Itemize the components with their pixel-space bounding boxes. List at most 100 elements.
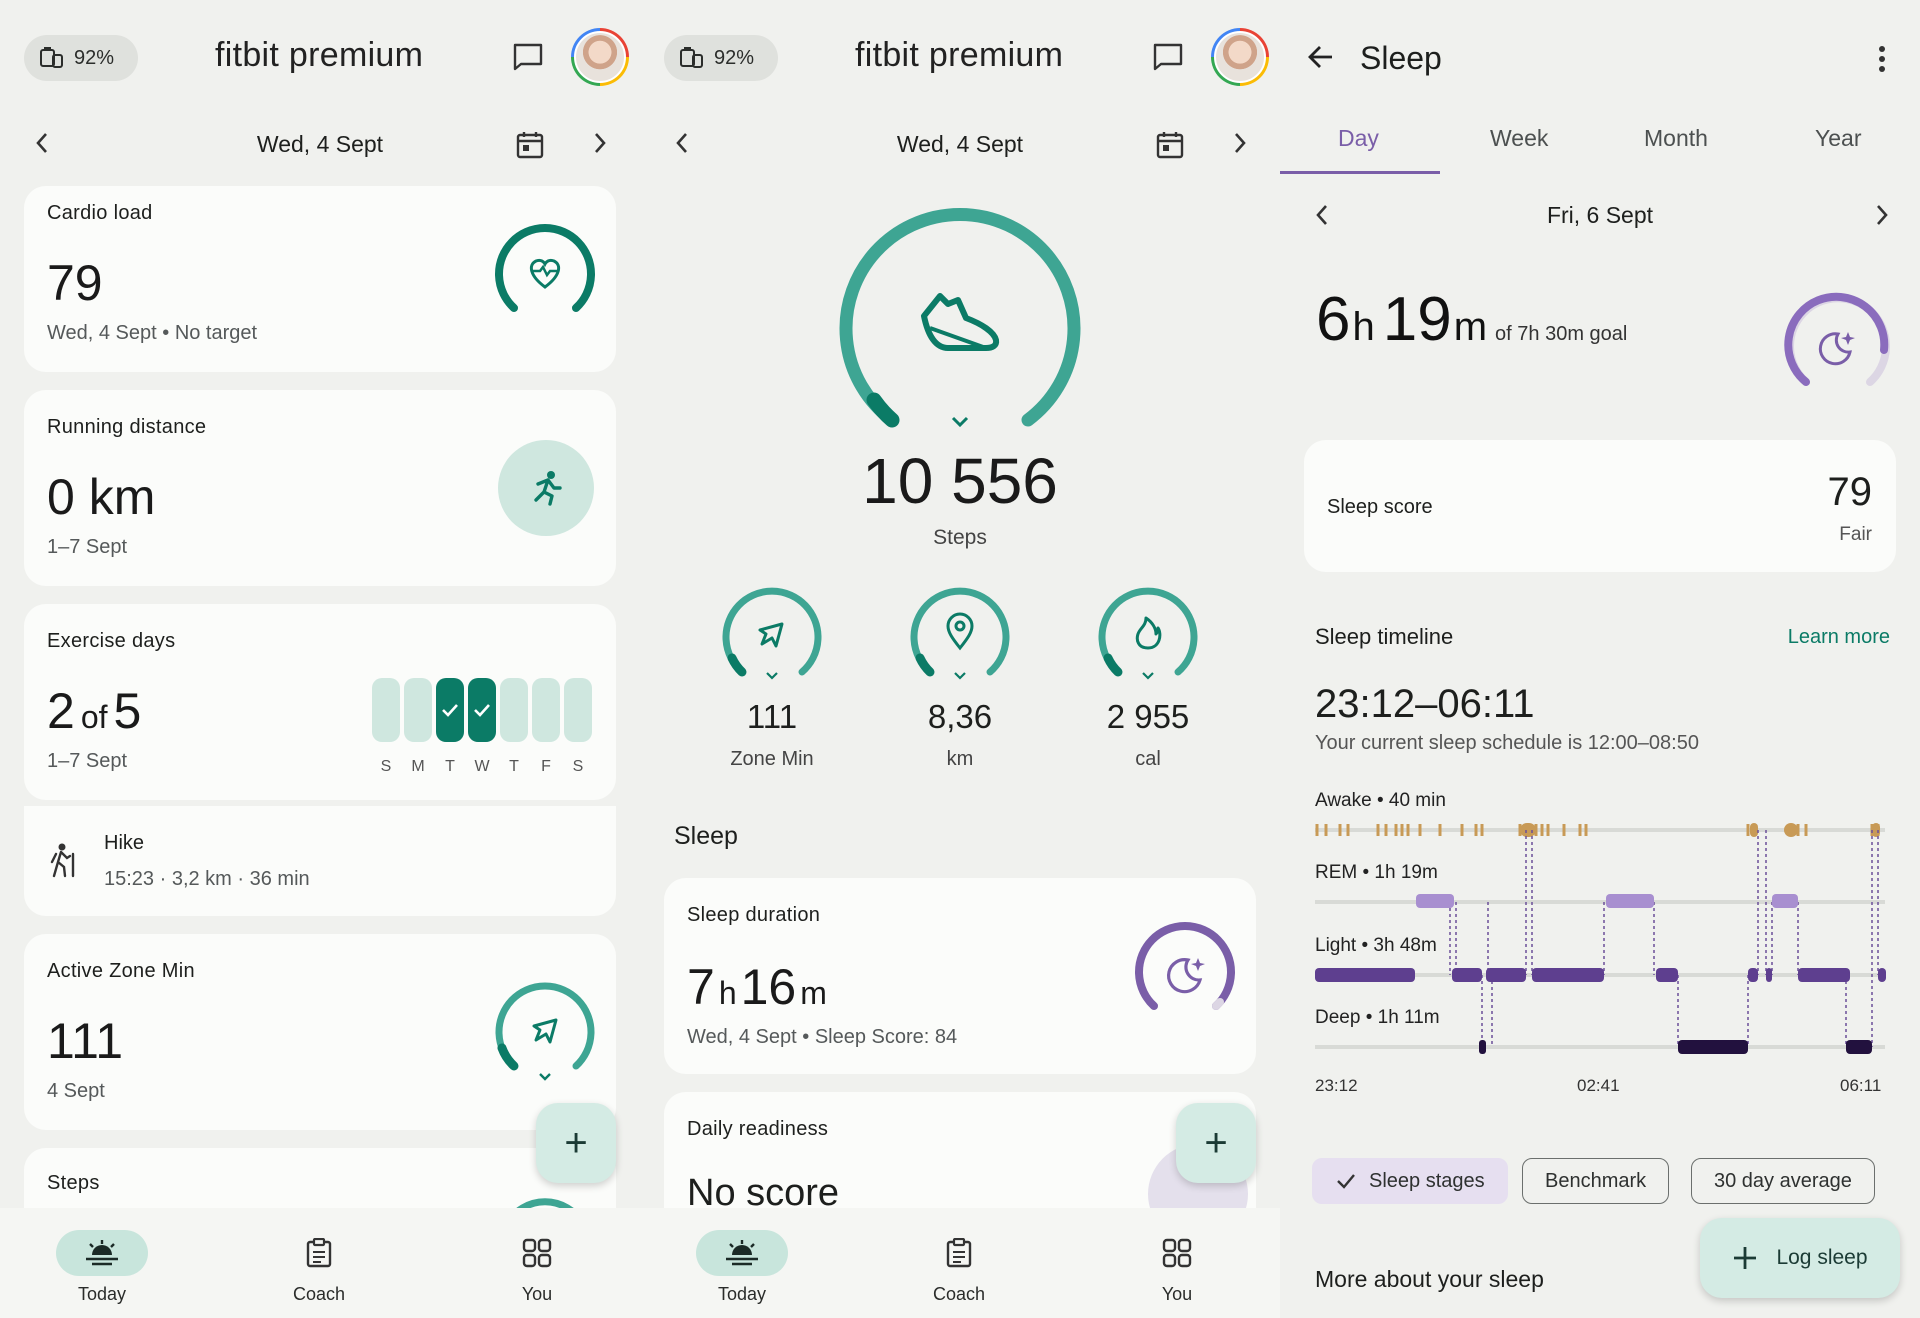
chevron-right-icon[interactable] <box>588 128 612 158</box>
card-title: Running distance <box>47 416 207 438</box>
nav-coach[interactable]: Coach <box>899 1230 1019 1305</box>
steps-value: 10 556 <box>862 445 1058 517</box>
running-distance-card[interactable]: Running distance 0 km 1–7 Sept <box>24 390 616 586</box>
chevron-right-icon[interactable] <box>1228 128 1252 158</box>
cardio-value: 79 <box>47 255 103 311</box>
chat-icon[interactable] <box>512 42 544 72</box>
tab-week[interactable]: Week <box>1490 125 1549 151</box>
runner-badge <box>498 440 594 536</box>
hike-title: Hike <box>104 832 145 854</box>
chevron-left-icon[interactable] <box>670 128 694 158</box>
minutes: 16 <box>740 959 797 1015</box>
zone-arrow-icon <box>758 622 784 648</box>
exercise-target: 5 <box>113 683 142 739</box>
sleep-header: Sleep <box>1280 0 1920 115</box>
date-navigator: Wed, 4 Sept <box>640 118 1280 172</box>
goal-text: of 7h 30m goal <box>1495 323 1628 345</box>
add-button[interactable]: + <box>536 1103 616 1183</box>
card-title: Steps <box>47 1172 100 1194</box>
sleep-duration-card[interactable]: Sleep duration 7 h16 m Wed, 4 Sept • Sleep… <box>664 878 1256 1074</box>
grid-icon <box>1162 1238 1192 1268</box>
tab-month[interactable]: Month <box>1644 125 1708 151</box>
more-vert-icon[interactable] <box>1876 44 1888 74</box>
sleep-duration-value: 7 h16 m <box>687 958 827 1016</box>
calendar-icon[interactable] <box>1155 130 1185 160</box>
metric-value: 111 <box>746 698 798 735</box>
battery-chip[interactable]: 92% <box>664 35 778 81</box>
day-letter: S <box>572 758 584 775</box>
score-value: 79 <box>1827 470 1873 514</box>
timeline-end-time: 06:11 <box>1840 1076 1882 1095</box>
chat-icon[interactable] <box>1152 42 1184 72</box>
card-title: Cardio load <box>47 202 153 224</box>
day-letter: W <box>474 758 490 775</box>
grid-icon <box>522 1238 552 1268</box>
stage-label-awake: Awake • 40 min <box>1315 790 1446 811</box>
calendar-icon[interactable] <box>515 130 545 160</box>
sleep-timeline-chart <box>1315 823 1886 1054</box>
readiness-value: No score <box>687 1172 840 1214</box>
hike-card[interactable]: Hike 15:23 · 3,2 km · 36 min <box>24 806 616 916</box>
top-bar: 92% fitbit premium <box>0 0 640 115</box>
exercise-days-card[interactable]: Exercise days 2 of 5 1–7 Sept S M T W T F … <box>24 604 616 800</box>
sleep-total: 6h 19m of 7h 30m goal <box>1316 284 1627 355</box>
sleep-detail-screen: Sleep Day Week Month Year Fri, 6 Sept 6h… <box>1280 0 1920 1318</box>
moon-star-icon <box>1167 958 1205 994</box>
shoe-icon <box>921 293 1000 351</box>
nav-coach[interactable]: Coach <box>259 1230 379 1305</box>
check-icon <box>1337 1174 1355 1189</box>
timeline-range: 23:12–06:11 <box>1315 682 1535 726</box>
active-tab-indicator <box>1280 171 1440 174</box>
chevron-left-icon[interactable] <box>30 128 54 158</box>
battery-chip[interactable]: 92% <box>24 35 138 81</box>
metric-calories[interactable]: 2 955 cal <box>1078 586 1218 776</box>
hours: 7 <box>687 959 715 1015</box>
chevron-left-icon[interactable] <box>1310 200 1334 230</box>
learn-more-link[interactable]: Learn more <box>1787 626 1890 648</box>
week-tracker: S M T W T F S <box>372 678 602 788</box>
metric-label: cal <box>1135 748 1161 770</box>
nav-label: Coach <box>292 1284 346 1304</box>
azm-value: 111 <box>47 1013 124 1069</box>
date-navigator: Fri, 6 Sept <box>1280 196 1920 236</box>
avatar[interactable] <box>1211 28 1269 86</box>
chevron-right-icon[interactable] <box>1870 200 1894 230</box>
current-date: Fri, 6 Sept <box>1546 202 1654 228</box>
chip-sleep-stages[interactable]: Sleep stages <box>1312 1158 1508 1204</box>
nav-today[interactable]: Today <box>42 1230 162 1305</box>
metric-label: km <box>946 748 974 770</box>
more-about-sleep-heading: More about your sleep <box>1315 1266 1544 1292</box>
card-title: Exercise days <box>47 630 176 652</box>
period-tabs: Day Week Month Year <box>1280 115 1920 175</box>
sleep-sub: Wed, 4 Sept • Sleep Score: 84 <box>687 1026 958 1048</box>
runner-icon <box>534 471 562 506</box>
nav-today[interactable]: Today <box>682 1230 802 1305</box>
active-zone-min-card[interactable]: Active Zone Min 111 4 Sept <box>24 934 616 1130</box>
chip-label: Sleep stages <box>1369 1169 1485 1192</box>
day-bar <box>436 678 464 742</box>
tab-day[interactable]: Day <box>1338 125 1379 151</box>
chip-30-day-average[interactable]: 30 day average <box>1691 1158 1875 1204</box>
back-arrow-icon[interactable] <box>1306 42 1336 72</box>
metric-distance[interactable]: 8,36 km <box>890 586 1030 776</box>
add-button[interactable]: + <box>1176 1103 1256 1183</box>
nav-label: You <box>521 1284 553 1304</box>
avatar[interactable] <box>571 28 629 86</box>
metric-zone-min[interactable]: 111 Zone Min <box>702 586 842 776</box>
stage-label-deep: Deep • 1h 11m <box>1315 1007 1440 1028</box>
steps-ring[interactable] <box>836 206 1084 436</box>
chip-benchmark[interactable]: Benchmark <box>1522 1158 1670 1204</box>
sleep-schedule-text: Your current sleep schedule is 12:00–08:… <box>1315 732 1699 754</box>
location-pin-icon <box>946 612 974 651</box>
sleep-heading: Sleep <box>674 822 738 850</box>
cardio-load-card[interactable]: Cardio load 79 Wed, 4 Sept • No target <box>24 186 616 372</box>
log-sleep-button[interactable]: Log sleep <box>1700 1218 1900 1298</box>
clipboard-icon <box>306 1238 332 1268</box>
hike-sub: 15:23 · 3,2 km · 36 min <box>104 868 310 890</box>
sleep-score-card[interactable]: Sleep score 79 Fair <box>1304 440 1896 572</box>
timeline-title: Sleep timeline <box>1315 624 1454 649</box>
running-value: 0 km <box>47 469 156 525</box>
tab-year[interactable]: Year <box>1815 125 1862 151</box>
nav-you[interactable]: You <box>477 1230 597 1305</box>
nav-you[interactable]: You <box>1117 1230 1237 1305</box>
